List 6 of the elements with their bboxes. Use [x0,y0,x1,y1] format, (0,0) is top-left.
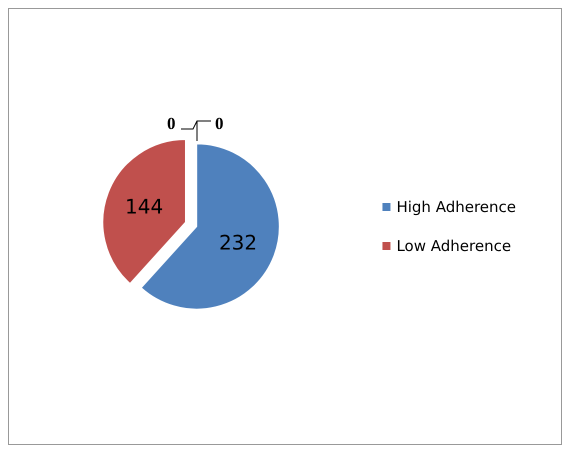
text: 0 [167,114,176,133]
data-label: 232 [218,230,258,254]
legend-label: High Adherence [396,198,516,216]
data-label: 144 [125,194,164,218]
text: 0 [215,114,224,133]
legend-label: Low Adherence [396,237,512,255]
